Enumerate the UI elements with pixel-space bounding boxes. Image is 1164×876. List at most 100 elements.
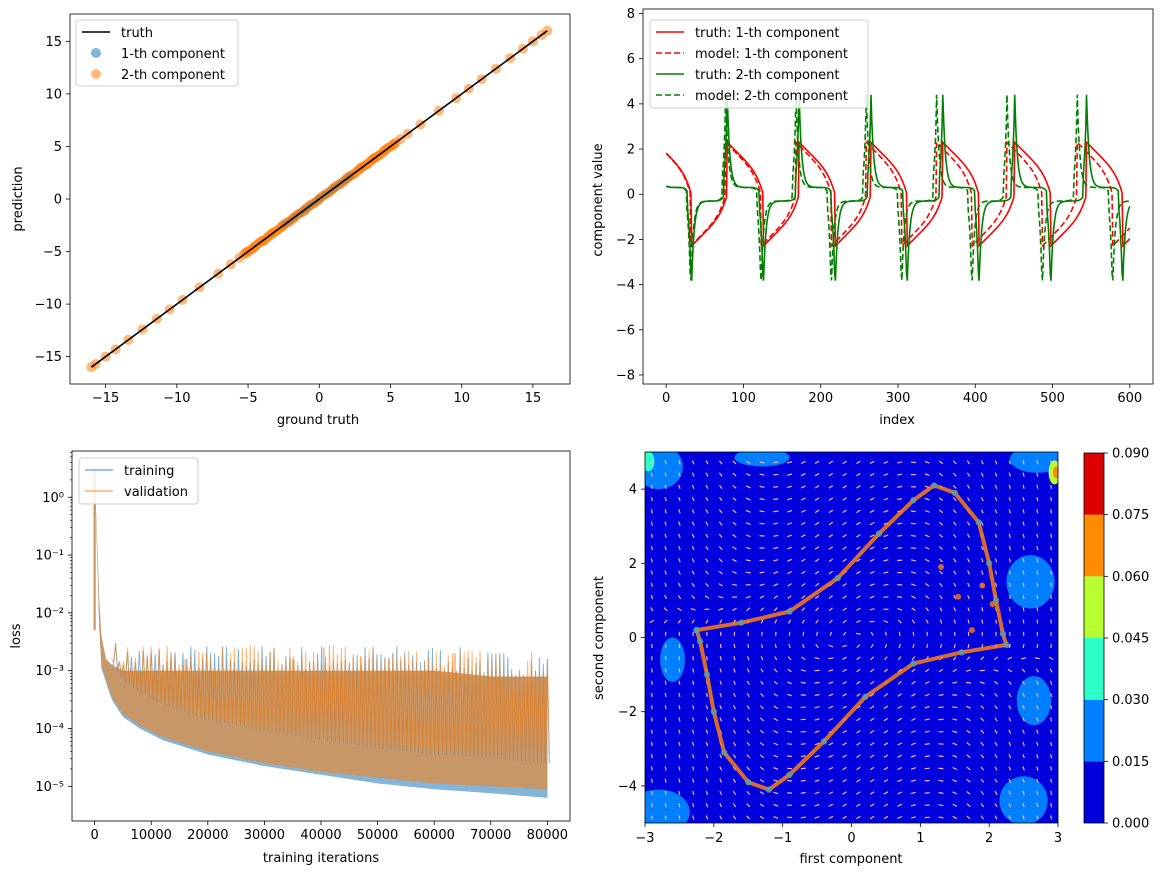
quiver-arrow	[938, 767, 944, 770]
quiver-arrow	[980, 729, 985, 734]
loss-marks	[93, 468, 550, 798]
quiver-arrow	[869, 509, 875, 513]
quiver-arrow	[1050, 754, 1053, 759]
quiver-arrow	[856, 607, 861, 611]
quiver-arrow	[814, 546, 820, 550]
quiver-arrow	[883, 559, 889, 562]
x-tick-label: −5	[238, 391, 257, 406]
quiver-arrow	[1049, 692, 1053, 698]
quiver-arrow	[746, 717, 750, 722]
quiver-arrow	[815, 643, 819, 649]
quiver-arrow	[705, 484, 709, 490]
trajectory-point	[875, 530, 883, 537]
quiver-arrow	[939, 607, 943, 612]
quiver-arrow	[1022, 815, 1025, 820]
x-tick-label: 100	[731, 391, 756, 406]
quiver-arrow	[842, 497, 847, 501]
x-tick-label: 10000	[131, 828, 172, 843]
quiver-arrow	[924, 546, 930, 550]
quiver-arrow	[719, 705, 723, 710]
quiver-arrow	[1050, 484, 1053, 490]
quiver-arrow	[732, 717, 737, 722]
quiver-arrow	[1050, 509, 1053, 514]
quiver-arrow	[967, 607, 970, 612]
trajectory-point	[910, 497, 917, 504]
quiver-arrow	[1022, 643, 1025, 649]
quiver-arrow	[938, 558, 944, 563]
quiver-arrow	[924, 509, 930, 513]
quiver-arrow	[980, 558, 984, 563]
quiver-arrow	[897, 803, 903, 807]
quiver-arrow	[692, 705, 695, 710]
quiver-arrow	[993, 656, 999, 661]
quiver-arrow	[924, 730, 930, 733]
quiver-arrow	[759, 803, 765, 807]
quiver-arrow	[1050, 582, 1052, 587]
quiver-arrow	[966, 656, 971, 661]
quiver-arrow	[814, 558, 820, 563]
quiver-arrow	[1022, 509, 1025, 514]
quiver-arrow	[1050, 766, 1053, 771]
quiver-arrow	[855, 620, 861, 624]
quiver-arrow	[897, 522, 903, 525]
y-tick-label: 0	[629, 631, 637, 646]
colorbar-tick-label: 0.060	[1112, 570, 1149, 585]
quiver-arrow	[993, 680, 999, 685]
quiver-arrow	[678, 558, 681, 563]
quiver-arrow	[856, 754, 861, 758]
quiver-arrow	[759, 485, 765, 488]
quiver-arrow	[650, 778, 653, 783]
quiver-arrow	[787, 473, 793, 476]
scatter-legend: truth 1-th component 2-th component	[75, 19, 239, 87]
quiver-arrow	[1008, 729, 1012, 734]
quiver-arrow	[1008, 717, 1012, 722]
quiver-arrow	[828, 693, 834, 697]
quiver-arrow	[801, 607, 806, 612]
quiver-arrow	[883, 705, 889, 710]
trajectory-point	[786, 608, 793, 615]
quiver-arrow	[773, 791, 779, 795]
quiver-arrow	[869, 485, 875, 489]
quiver-arrow	[664, 741, 667, 747]
quiver-arrow	[828, 607, 833, 612]
quiver-arrow	[883, 729, 889, 734]
quiver-arrow	[952, 509, 957, 514]
contour-patch	[1006, 555, 1055, 609]
legend-training: training	[124, 464, 174, 479]
quiver-arrow	[732, 729, 737, 734]
quiver-arrow	[1021, 668, 1026, 673]
quiver-arrow	[1022, 607, 1025, 612]
quiver-arrow	[732, 497, 737, 502]
quiver-arrow	[911, 668, 916, 673]
quiver-arrow	[883, 571, 889, 574]
quiver-arrow	[911, 717, 916, 722]
quiver-arrow	[814, 521, 820, 526]
quiver-arrow	[952, 791, 958, 795]
y-tick-label: 0	[627, 188, 635, 203]
quiver-arrow	[869, 778, 875, 783]
quiver-arrow	[773, 546, 779, 550]
quiver-arrow	[719, 680, 722, 685]
quiver-arrow	[773, 730, 779, 734]
x-tick-label: 500	[1040, 391, 1065, 406]
quiver-arrow	[692, 729, 695, 734]
y-tick-label: 4	[627, 97, 635, 112]
quiver-arrow	[910, 767, 916, 770]
quiver-arrow	[980, 472, 984, 477]
quiver-arrow	[869, 497, 875, 501]
quiver-arrow	[911, 607, 916, 612]
quiver-arrow	[966, 778, 971, 783]
quiver-arrow	[1035, 668, 1040, 673]
quiver-arrow	[664, 692, 667, 698]
quiver-arrow	[980, 693, 985, 697]
quiver-arrow	[1008, 558, 1011, 563]
trajectory-point	[1003, 641, 1010, 649]
quiver-arrow	[884, 656, 888, 661]
quiver-arrow	[938, 668, 944, 673]
quiver-arrow	[1036, 545, 1039, 551]
quiver-arrow	[883, 778, 889, 783]
quiver-arrow	[773, 498, 779, 500]
quiver-arrow	[745, 559, 751, 562]
y-tick-label: −8	[616, 368, 635, 383]
